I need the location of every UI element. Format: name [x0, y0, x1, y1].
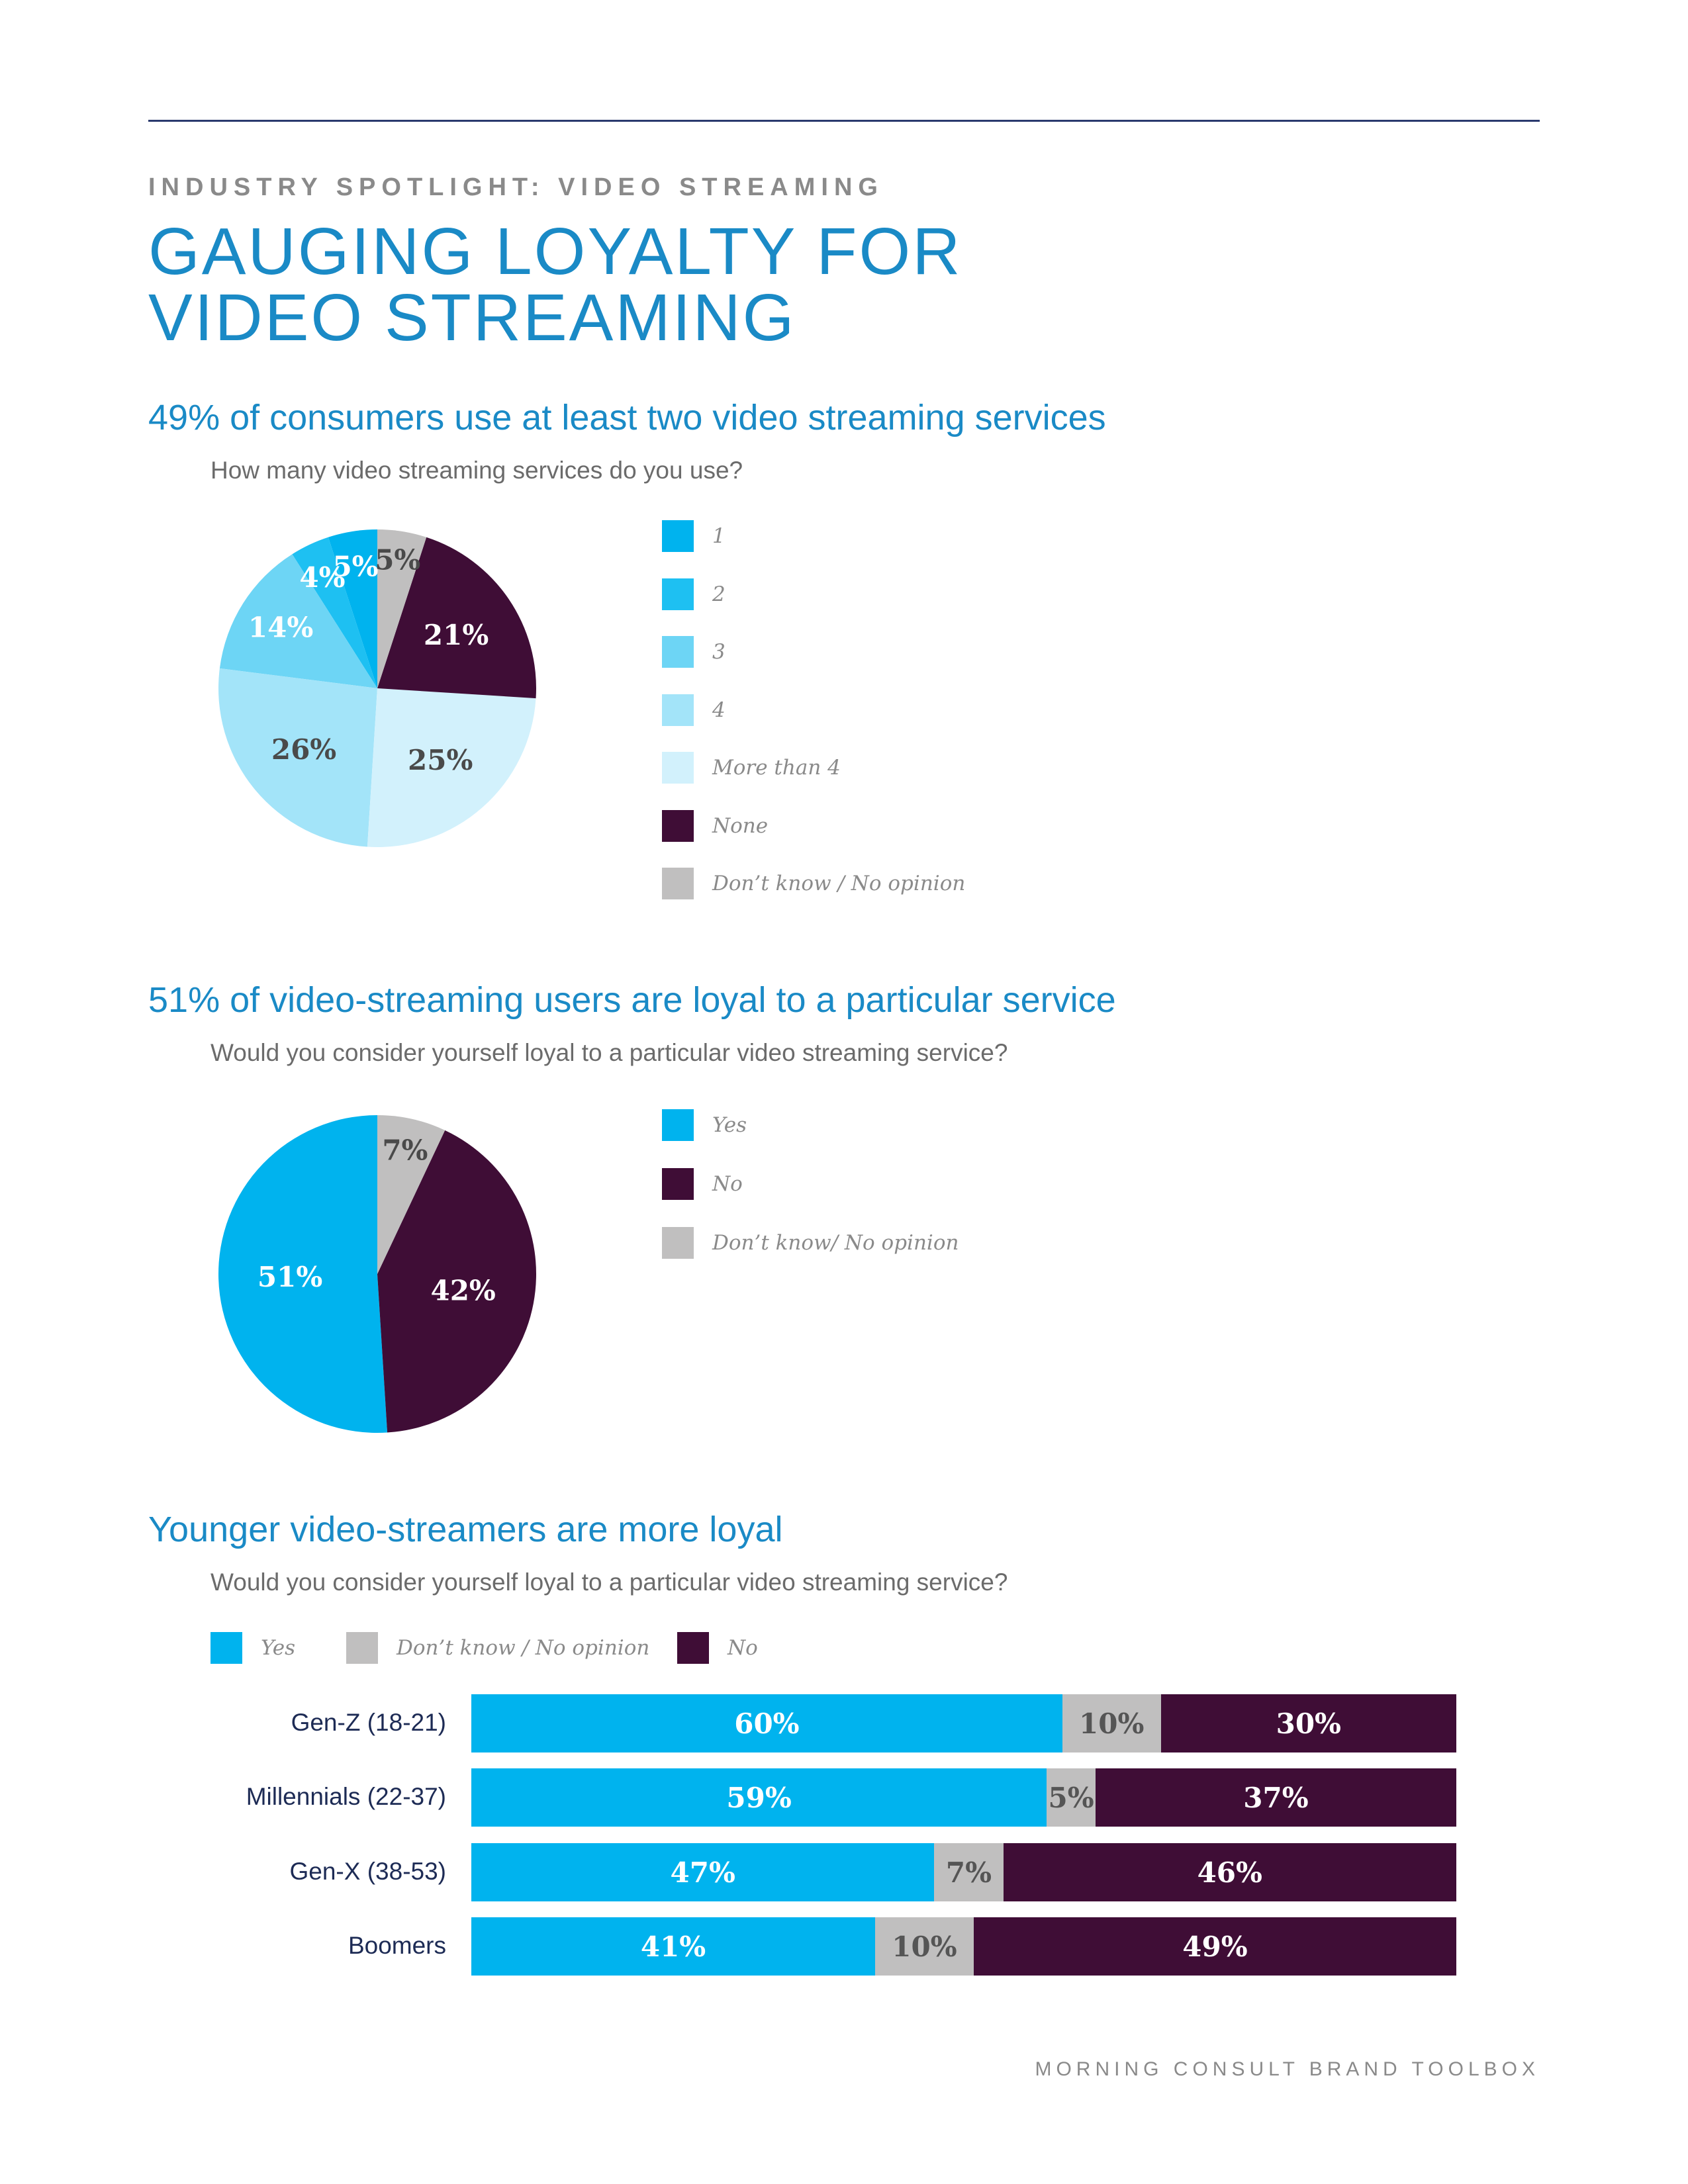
section-2-question: Would you consider yourself loyal to a p… [211, 1039, 1008, 1066]
services-legend-label: 4 [712, 698, 726, 722]
services-pie-slice-0 [328, 529, 377, 688]
services-legend-item: 2 [662, 578, 726, 611]
loyalty-legend-item: Don’t know/ No opinion [662, 1226, 959, 1259]
loyalty-legend-swatch [662, 1109, 694, 1141]
services-pie-slice-label-0: 5% [332, 551, 378, 583]
bar-legend-swatch [211, 1632, 242, 1664]
top-rule [148, 120, 1540, 122]
services-pie-slice-4 [367, 688, 536, 847]
services-legend-label: More than 4 [712, 756, 841, 780]
loyalty-pie-slice-label-1: 42% [430, 1275, 495, 1307]
bar-segment: 10% [875, 1917, 974, 1976]
bar-row-label: Gen-Z (18-21) [291, 1709, 446, 1736]
services-legend-item: 1 [662, 520, 726, 553]
loyalty-legend-swatch [662, 1227, 694, 1259]
bar-legend-item: Yes [211, 1631, 295, 1664]
services-legend-item: None [662, 809, 768, 842]
loyalty-legend-item: Yes [662, 1109, 747, 1142]
services-legend-item: 4 [662, 694, 726, 727]
bar-row-label: Gen-X (38-53) [289, 1858, 447, 1885]
bar-legend-label: Don’t know / No opinion [397, 1636, 650, 1660]
services-legend-label: 3 [712, 640, 726, 664]
services-legend-swatch [662, 636, 694, 668]
services-pie-chart: 5%4%14%26% 25%21%5% [218, 529, 536, 847]
loyalty-pie-chart: 51% 42% 7% [218, 1115, 537, 1433]
section-3-question: Would you consider yourself loyal to a p… [211, 1569, 1008, 1596]
services-legend-swatch [662, 578, 694, 610]
services-legend-item: More than 4 [662, 751, 841, 784]
bar-segment: 41% [471, 1917, 876, 1976]
services-pie-slice-label-4: 25% [408, 744, 473, 776]
bar-segment: 59% [471, 1768, 1047, 1827]
services-pie-slice-6 [377, 529, 427, 688]
loyalty-legend-swatch [662, 1168, 694, 1200]
section-3-title: Younger video-streamers are more loyal [148, 1510, 783, 1549]
loyalty-legend-label: Don’t know/ No opinion [712, 1231, 959, 1255]
bar-segment: 47% [471, 1843, 935, 1901]
footer-brand: MORNING CONSULT BRAND TOOLBOX [1035, 2058, 1540, 2080]
bar-segment: 7% [934, 1843, 1004, 1901]
services-legend-swatch [662, 520, 694, 552]
loyalty-pie-slice-label-0: 51% [258, 1261, 322, 1293]
bar-segment: 5% [1047, 1768, 1096, 1827]
services-legend-label: 2 [712, 582, 726, 606]
loyalty-pie-slice-1 [377, 1130, 537, 1433]
services-pie-slice-5 [377, 537, 536, 699]
services-legend-label: 1 [712, 524, 726, 548]
services-legend-label: None [712, 813, 769, 838]
bar-segment: 60% [471, 1694, 1062, 1752]
services-pie-slice-label-1: 4% [299, 561, 345, 594]
section-1-title: 49% of consumers use at least two video … [148, 398, 1106, 437]
services-pie-slice-label-5: 21% [424, 619, 489, 651]
services-pie-slice-3 [218, 668, 377, 847]
services-pie-slice-2 [219, 554, 377, 688]
services-legend-swatch [662, 809, 694, 842]
bar-segment: 37% [1095, 1768, 1456, 1827]
services-legend-swatch [662, 694, 694, 726]
bar-legend-label: Yes [261, 1636, 296, 1660]
bar-legend-item: No [677, 1631, 758, 1664]
bar-legend-label: No [727, 1636, 758, 1660]
bar-segment: 30% [1160, 1694, 1456, 1752]
bar-segment: 46% [1003, 1843, 1456, 1901]
loyalty-pie-slice-2 [377, 1115, 445, 1274]
services-pie-slice-label-2: 14% [248, 611, 313, 643]
loyalty-pie-slice-label-2: 7% [382, 1134, 428, 1167]
page-title: GAUGING LOYALTY FOR VIDEO STREAMING [148, 214, 962, 355]
services-pie-slice-1 [292, 537, 377, 688]
services-pie-slice-label-3: 26% [271, 733, 336, 766]
services-pie-slice-label-6: 5% [375, 544, 420, 576]
eyebrow-label: INDUSTRY SPOTLIGHT: VIDEO STREAMING [148, 173, 884, 201]
bar-row-label: Millennials (22-37) [246, 1783, 446, 1810]
bar-row-label: Boomers [348, 1932, 446, 1959]
services-legend-swatch [662, 868, 694, 899]
services-legend-swatch [662, 752, 694, 784]
loyalty-pie-slice-0 [218, 1115, 388, 1433]
section-1-question: How many video streaming services do you… [211, 457, 743, 484]
loyalty-legend-item: No [662, 1167, 743, 1201]
bar-segment: 10% [1062, 1694, 1161, 1752]
bar-legend-swatch [346, 1632, 378, 1664]
services-legend-item: Don’t know / No opinion [662, 867, 965, 900]
services-legend-label: Don’t know / No opinion [712, 872, 966, 895]
section-2-title: 51% of video-streaming users are loyal t… [148, 980, 1116, 1020]
bar-legend-swatch [677, 1632, 709, 1664]
loyalty-legend-label: No [712, 1172, 743, 1196]
services-legend-item: 3 [662, 635, 726, 668]
loyalty-legend-label: Yes [712, 1113, 747, 1137]
bar-segment: 49% [973, 1917, 1456, 1976]
bar-legend-item: Don’t know / No opinion [346, 1631, 649, 1664]
